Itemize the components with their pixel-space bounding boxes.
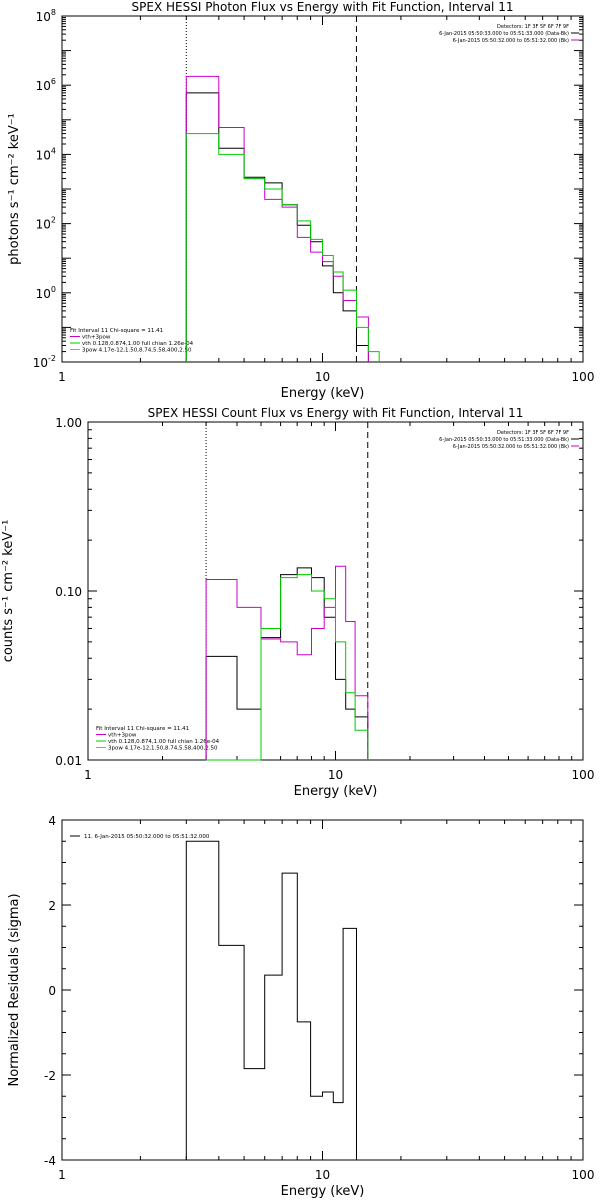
x-tick-label: 100 xyxy=(572,768,595,782)
y-axis-label: photons s⁻¹ cm⁻² keV⁻¹ xyxy=(7,113,22,265)
y-tick-label: 0.10 xyxy=(55,585,82,599)
series-step-line xyxy=(185,92,369,362)
legend-entry: vth+3pow xyxy=(82,335,111,341)
legend-entry: Fit Interval 11 Chi-square = 11.41 xyxy=(96,726,189,732)
legend-entry: vth 0.128,0.874,1.00 full chian 1.26e-04 xyxy=(82,341,194,347)
y-axis-label: Normalized Residuals (sigma) xyxy=(7,893,22,1086)
y-tick-label: 108 xyxy=(36,8,56,24)
x-axis-label: Energy (keV) xyxy=(281,1184,365,1199)
x-tick-label: 10 xyxy=(315,1168,330,1182)
x-tick-label: 10 xyxy=(328,768,343,782)
legend-entry: vth+3pow xyxy=(108,733,137,739)
x-tick-label: 1 xyxy=(58,370,66,384)
y-tick-label: 100 xyxy=(36,285,56,301)
series-step-line xyxy=(205,565,369,760)
count-flux-panel: SPEX HESSI Count Flux vs Energy with Fit… xyxy=(1,406,594,799)
series-step-line xyxy=(185,133,380,362)
header-line: 6-Jan-2015 05:50:32.000 to 05:51:32.000 … xyxy=(453,38,569,44)
y-tick-label: 0.01 xyxy=(55,754,82,768)
chart-title: SPEX HESSI Photon Flux vs Energy with Fi… xyxy=(132,0,514,14)
legend-entry: 11. 6-Jan-2015 05:50:32.000 to 05:51:32.… xyxy=(84,834,210,840)
y-tick-label: 2 xyxy=(48,899,56,913)
series-step-line xyxy=(185,840,357,1160)
header-line: 6-Jan-2015 05:50:32.000 to 05:51:32.000 … xyxy=(453,444,569,450)
plot-frame xyxy=(61,819,584,1161)
y-tick-label: 4 xyxy=(48,814,56,828)
x-axis-label: Energy (keV) xyxy=(281,386,365,401)
plot-frame xyxy=(61,15,584,363)
header-line: 6-Jan-2015 05:50:33.000 to 05:51:33.000 … xyxy=(439,31,569,37)
header-line: 6-Jan-2015 05:50:33.000 to 05:51:33.000 … xyxy=(439,437,569,443)
legend-entry: Fit Interval 11 Chi-square = 11.41 xyxy=(70,328,163,334)
x-tick-label: 1 xyxy=(58,1168,66,1182)
x-tick-label: 1 xyxy=(84,768,92,782)
y-tick-label: -4 xyxy=(44,1154,56,1168)
legend-entry: vth 0.128,0.874,1.00 full chian 1.26e-04 xyxy=(108,739,220,745)
y-axis-label: counts s⁻¹ cm⁻² keV⁻¹ xyxy=(1,520,16,663)
series-step-line xyxy=(206,574,369,761)
x-tick-label: 10 xyxy=(315,370,330,384)
legend-entry: 3pow 4.17e-12,1.50,8.74,5.58,400,2.50 xyxy=(108,746,218,752)
chart-title: SPEX HESSI Count Flux vs Energy with Fit… xyxy=(148,406,524,420)
y-tick-label: 0 xyxy=(48,984,56,998)
residuals-panel: 1 10 100 Energy (keV) -4 -2 0 2 4 Normalized Resi… xyxy=(7,814,594,1199)
series-step-line xyxy=(205,567,369,760)
header-line: Detectors: 1F 3F 5F 6F 7F 9F xyxy=(497,430,569,436)
legend-entry: 3pow 4.17e-12,1.50,8.74,5.58,400,2.50 xyxy=(82,348,192,354)
y-tick-label: -2 xyxy=(44,1069,56,1083)
x-tick-label: 100 xyxy=(572,370,595,384)
x-axis-label: Energy (keV) xyxy=(294,784,378,799)
photon-flux-panel: SPEX HESSI Photon Flux vs Energy with Fi… xyxy=(7,0,594,401)
series-step-line xyxy=(185,75,369,362)
x-tick-label: 100 xyxy=(572,1168,595,1182)
y-tick-label: 102 xyxy=(36,216,56,232)
header-line: Detectors: 1F 3F 5F 6F 7F 9F xyxy=(497,24,569,30)
y-tick-label: 1.00 xyxy=(55,416,82,430)
y-tick-label: 10-2 xyxy=(33,354,56,370)
y-tick-label: 104 xyxy=(36,146,56,162)
y-tick-label: 106 xyxy=(36,77,56,93)
